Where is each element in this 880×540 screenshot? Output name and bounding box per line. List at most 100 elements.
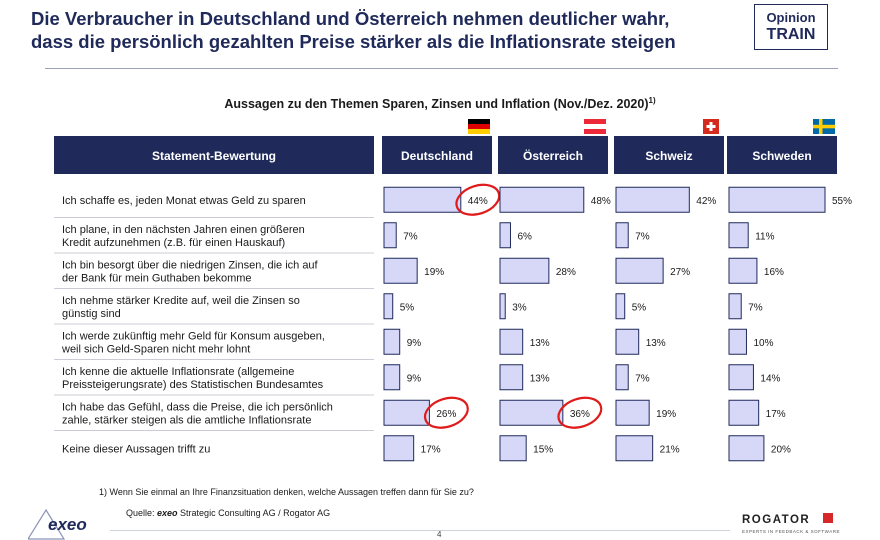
data-label: 13%: [530, 338, 550, 349]
at-flag-icon: [584, 119, 606, 134]
se-flag-icon: [813, 119, 835, 134]
bar: [615, 186, 690, 213]
series-label: Deutschland: [401, 149, 473, 163]
bar: [728, 222, 749, 249]
bar: [615, 257, 664, 284]
category-label-line: Ich nehme stärker Kredite auf, weil die …: [62, 295, 300, 307]
bar: [383, 435, 415, 462]
data-label: 9%: [407, 338, 422, 349]
bar: [499, 435, 527, 462]
chart-subtitle: Aussagen zu den Themen Sparen, Zinsen un…: [0, 96, 880, 111]
category-label: Ich nehme stärker Kredite auf, weil die …: [62, 295, 300, 320]
bar: [383, 399, 430, 426]
bar: [499, 186, 585, 213]
data-label: 7%: [403, 231, 418, 242]
title-line-2: dass die persönlich gezahlten Preise stä…: [31, 31, 676, 52]
data-label: 55%: [832, 196, 852, 207]
footer-line: [110, 530, 730, 531]
data-label: 7%: [635, 373, 650, 384]
data-label: 42%: [696, 196, 716, 207]
data-label: 44%: [468, 196, 488, 207]
bar: [383, 328, 401, 355]
flag-stripe: [468, 129, 490, 134]
bar: [615, 435, 654, 462]
category-label-line: zahle, stärker steigen als die amtliche …: [62, 414, 311, 426]
footnote: 1) Wenn Sie einmal an Ihre Finanzsituati…: [99, 487, 474, 497]
data-label: 6%: [517, 231, 532, 242]
data-label: 17%: [421, 444, 441, 455]
bar: [615, 364, 629, 391]
rogator-tagline: EXPERTS IN FEEDBACK & SOFTWARE: [742, 529, 841, 534]
data-label: 14%: [760, 373, 780, 384]
category-label-line: Ich habe das Gefühl, dass die Preise, di…: [62, 401, 333, 413]
bar: [728, 328, 747, 355]
bar: [499, 364, 524, 391]
category-label-line: Ich plane, in den nächsten Jahren einen …: [62, 224, 305, 236]
column-header-schweden: [727, 136, 837, 174]
bar: [728, 364, 754, 391]
data-label: 19%: [424, 267, 444, 278]
bar: [499, 328, 524, 355]
row-header-label: Statement-Bewertung: [152, 149, 276, 163]
series-label: Schweden: [752, 149, 811, 163]
bar: [728, 186, 826, 213]
data-label: 5%: [400, 302, 415, 313]
title-line-1: Die Verbraucher in Deutschland und Öster…: [31, 8, 670, 29]
category-label-line: Ich kenne die aktuelle Inflationsrate (a…: [62, 366, 294, 378]
bar: [383, 364, 401, 391]
data-label: 11%: [755, 231, 774, 242]
highlight-circle: [557, 396, 603, 429]
bar: [728, 399, 760, 426]
bar: [499, 257, 550, 284]
data-label: 48%: [591, 196, 611, 207]
category-label: Keine dieser Aussagen trifft zu: [62, 443, 210, 455]
data-label: 17%: [766, 409, 786, 420]
data-label: 13%: [646, 338, 666, 349]
exeo-logo-triangle-icon: [28, 508, 66, 540]
category-label-line: günstig sind: [62, 308, 121, 320]
column-header-österreich: [498, 136, 608, 174]
category-label: Ich bin besorgt über die niedrigen Zinse…: [62, 259, 319, 284]
page-number: 4: [437, 530, 442, 539]
source-prefix: Quelle:: [126, 508, 158, 518]
category-label-line: Preissteigerungsrate) des Statistischen …: [62, 379, 324, 391]
category-label-line: Ich werde zukünftig mehr Geld für Konsum…: [62, 330, 325, 342]
bar: [615, 293, 626, 320]
category-label-line: der Bank für mein Guthaben bekomme: [62, 272, 252, 284]
data-label: 20%: [771, 444, 791, 455]
category-label: Ich plane, in den nächsten Jahren einen …: [62, 224, 305, 249]
column-header-deutschland: [382, 136, 492, 174]
data-label: 15%: [533, 444, 553, 455]
category-label: Ich werde zukünftig mehr Geld für Konsum…: [61, 330, 325, 355]
category-label-line: weil sich Geld-Sparen nicht mehr lohnt: [61, 343, 250, 355]
data-label: 28%: [556, 267, 576, 278]
data-label: 9%: [407, 373, 422, 384]
category-label-line: Keine dieser Aussagen trifft zu: [62, 443, 210, 455]
data-label: 27%: [670, 267, 690, 278]
category-label: Ich schaffe es, jeden Monat etwas Geld z…: [62, 195, 306, 207]
data-label: 19%: [656, 409, 676, 420]
source-rest: Strategic Consulting AG / Rogator AG: [177, 508, 331, 518]
badge-line-2: TRAIN: [766, 26, 816, 43]
bar: [499, 399, 564, 426]
flag-stripe: [584, 124, 606, 129]
data-label: 7%: [635, 231, 650, 242]
exeo-logo: exeo: [48, 515, 87, 534]
data-label: 7%: [748, 302, 763, 313]
flag-stripe: [468, 124, 490, 129]
row-header-cell: [54, 136, 374, 174]
flag-stripe: [584, 129, 606, 134]
flag-stripe: [584, 119, 606, 124]
series-label: Schweiz: [645, 149, 692, 163]
data-label: 21%: [660, 444, 680, 455]
category-label-line: Kredit aufzunehmen (z.B. für einen Hausk…: [62, 237, 285, 249]
category-label: Ich habe das Gefühl, dass die Preise, di…: [62, 401, 333, 426]
rogator-logo-square-icon: [823, 513, 833, 523]
data-label: 5%: [632, 302, 647, 313]
bar: [383, 257, 418, 284]
bar: [383, 293, 394, 320]
bar: [499, 222, 511, 249]
badge-line-1: Opinion: [766, 10, 816, 25]
bar: [615, 399, 650, 426]
data-label: 3%: [512, 302, 527, 313]
